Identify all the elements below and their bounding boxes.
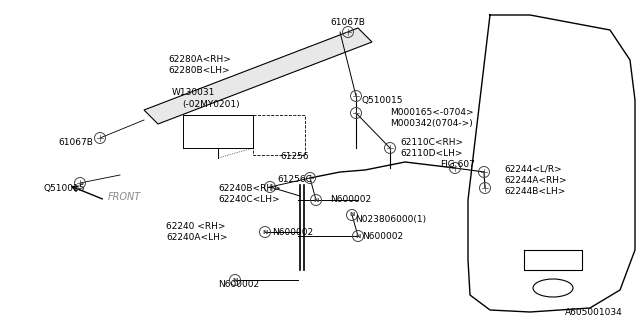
Text: 61067B: 61067B	[330, 18, 365, 27]
Text: Q510015: Q510015	[362, 96, 403, 105]
Text: N023806000(1): N023806000(1)	[355, 215, 426, 224]
Text: Q510015: Q510015	[44, 184, 86, 193]
Text: N600002: N600002	[362, 232, 403, 241]
Text: 62240C<LH>: 62240C<LH>	[218, 195, 280, 204]
Text: N600002: N600002	[218, 280, 259, 289]
Text: 61067B: 61067B	[58, 138, 93, 147]
Text: 62240B<RH>: 62240B<RH>	[218, 184, 281, 193]
Text: N: N	[232, 277, 237, 283]
Text: 62240 <RH>: 62240 <RH>	[166, 222, 225, 231]
Text: N600002: N600002	[330, 195, 371, 204]
Text: 62280B<LH>: 62280B<LH>	[168, 66, 230, 75]
Text: W130031: W130031	[172, 88, 216, 97]
Text: A605001034: A605001034	[565, 308, 623, 317]
Text: 61256: 61256	[280, 152, 308, 161]
Text: FIG.607: FIG.607	[440, 160, 475, 169]
Polygon shape	[144, 28, 372, 124]
Text: 62240A<LH>: 62240A<LH>	[166, 233, 227, 242]
Text: 62110D<LH>: 62110D<LH>	[400, 149, 463, 158]
Text: N600002: N600002	[272, 228, 313, 237]
Text: 62244<L/R>: 62244<L/R>	[504, 165, 562, 174]
Text: 62110C<RH>: 62110C<RH>	[400, 138, 463, 147]
Text: N: N	[355, 234, 361, 238]
Text: M000342(0704->): M000342(0704->)	[390, 119, 473, 128]
Text: 62244A<RH>: 62244A<RH>	[504, 176, 566, 185]
Text: N: N	[314, 197, 319, 203]
Text: N: N	[262, 229, 268, 235]
Text: M000165<-0704>: M000165<-0704>	[390, 108, 474, 117]
Text: 62280A<RH>: 62280A<RH>	[168, 55, 231, 64]
Text: 62244B<LH>: 62244B<LH>	[504, 187, 565, 196]
Text: (-02MY0201): (-02MY0201)	[182, 100, 239, 109]
Text: N: N	[349, 212, 355, 218]
Text: 61256C: 61256C	[277, 175, 312, 184]
Text: FRONT: FRONT	[108, 192, 141, 202]
